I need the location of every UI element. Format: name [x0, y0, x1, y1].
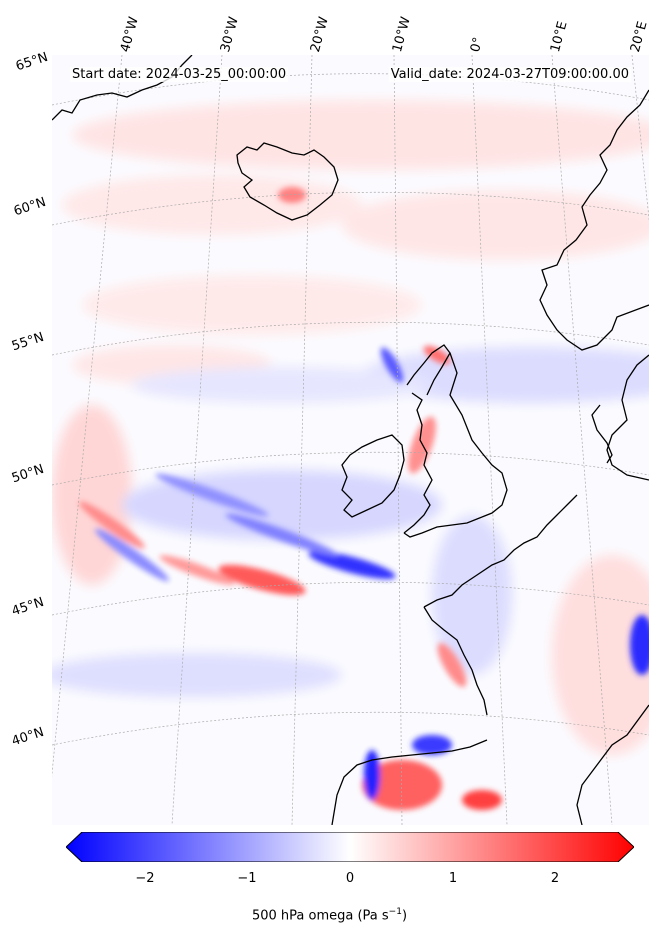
britain-south-coast — [403, 516, 483, 538]
lat-label-45n: 45°N — [10, 594, 46, 620]
lon-label-0: 0° — [468, 35, 487, 54]
iceland-coast — [236, 142, 339, 221]
valid-date-label: Valid_date: 2024-03-27T09:00:00.00 — [388, 67, 631, 82]
lat-label-55n: 55°N — [10, 329, 46, 355]
cbar-tick-2: 2 — [550, 871, 560, 886]
cbar-tick-neg2: −2 — [135, 871, 155, 886]
start-date-label: Start date: 2024-03-25_00:00:00 — [70, 67, 289, 82]
lat-label-65n: 65°N — [14, 49, 50, 75]
lon-label-20w: 20°W — [308, 15, 332, 54]
coastlines — [52, 55, 649, 825]
lon-label-10e: 10°E — [548, 19, 571, 54]
omega-map-panel: Start date: 2024-03-25_00:00:00 Valid_da… — [52, 55, 649, 825]
lat-label-40n: 40°N — [10, 724, 46, 750]
lon-label-40w: 40°W — [118, 15, 142, 54]
ascent-band-north — [52, 100, 649, 755]
lon-label-30w: 30°W — [218, 15, 242, 54]
colorbar-label-text: 500 hPa omega (Pa s — [251, 908, 389, 924]
iberia-east-coast — [576, 704, 649, 825]
cbar-tick-1: 1 — [448, 871, 458, 886]
colorbar — [66, 832, 634, 862]
colorbar-label-tail: ) — [401, 908, 408, 924]
scotland-coast — [406, 344, 451, 396]
britain-west-coast — [403, 392, 433, 534]
graticule — [52, 55, 649, 825]
colorbar-label: 500 hPa omega (Pa s−1) — [0, 907, 659, 923]
denmark-coast — [591, 404, 613, 464]
background-field — [52, 55, 649, 825]
cbar-tick-0: 0 — [345, 871, 355, 886]
iberia-north-coast — [331, 739, 488, 825]
sweden-coast — [606, 354, 649, 481]
lon-label-10w: 10°W — [390, 15, 414, 54]
lat-label-50n: 50°N — [10, 461, 46, 487]
britain-east-coast — [449, 352, 508, 518]
cbar-tick-neg1: −1 — [237, 871, 257, 886]
norway-coast — [539, 89, 649, 351]
descent-regions — [52, 347, 649, 697]
france-coast — [423, 494, 578, 608]
lon-label-20e: 20°E — [628, 19, 651, 54]
colorbar-body — [66, 832, 634, 862]
ireland-coast — [341, 434, 405, 518]
lat-label-60n: 60°N — [12, 194, 48, 220]
colorbar-label-sup: −1 — [388, 907, 402, 917]
biscay-coast — [423, 606, 488, 716]
frontal-streaks — [79, 187, 649, 810]
omega-field-svg — [52, 55, 649, 825]
